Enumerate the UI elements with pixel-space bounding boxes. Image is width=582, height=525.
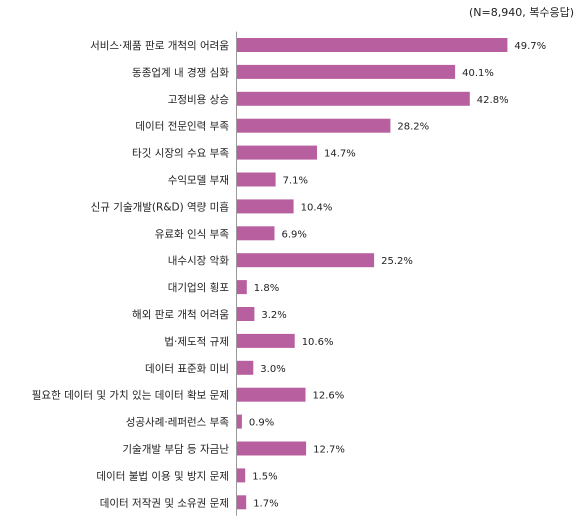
category-label-14: 성공사례·레퍼런스 부족 (126, 417, 230, 429)
category-label-11: 법·제도적 규제 (164, 336, 229, 348)
value-labels-group: 49.7% 40.1% 42.8% 28.2% 14.7% 7.1% 10.4% 6.9% 25… (249, 41, 546, 509)
value-label-13: 12.6% (313, 391, 345, 402)
bar-12 (237, 360, 254, 375)
value-label-1: 40.1% (462, 68, 494, 79)
bar-5 (237, 172, 276, 187)
value-label-5: 7.1% (283, 176, 308, 187)
value-label-15: 12.7% (313, 445, 345, 456)
category-label-7: 유료화 인식 부족 (155, 228, 230, 240)
bar-15 (237, 441, 307, 456)
category-label-8: 내수시장 악화 (168, 255, 230, 267)
bar-16 (237, 468, 246, 483)
bar-1 (237, 64, 456, 79)
bar-17 (237, 495, 247, 510)
category-label-10: 해외 판로 개척 어려움 (132, 308, 229, 321)
bar-4 (237, 145, 317, 160)
bar-9 (237, 280, 247, 295)
bar-6 (237, 199, 294, 214)
category-label-6: 신규 기술개발(R&D) 역량 미흡 (91, 200, 230, 213)
value-label-8: 25.2% (381, 256, 413, 267)
bar-8 (237, 253, 375, 268)
sample-note: (N=8,940, 복수응답) (469, 6, 574, 19)
category-label-2: 고정비용 상승 (168, 94, 230, 106)
category-label-5: 수익모델 부재 (168, 175, 229, 187)
bar-2 (237, 91, 470, 106)
value-label-12: 3.0% (260, 364, 285, 375)
value-label-7: 6.9% (282, 229, 307, 240)
bar-7 (237, 226, 275, 241)
value-label-6: 10.4% (301, 202, 333, 213)
category-label-4: 타깃 시장의 수요 부족 (132, 148, 229, 160)
value-label-14: 0.9% (249, 418, 274, 429)
value-label-3: 28.2% (397, 122, 429, 133)
category-label-16: 데이터 불법 이용 및 방지 문제 (96, 470, 229, 482)
category-label-3: 데이터 전문인력 부족 (135, 121, 229, 133)
value-label-16: 1.5% (252, 471, 277, 482)
bar-13 (237, 387, 306, 402)
value-label-0: 49.7% (514, 41, 546, 52)
value-label-2: 42.8% (477, 95, 509, 106)
value-label-9: 1.8% (254, 283, 279, 294)
category-label-12: 데이터 표준화 미비 (145, 363, 229, 375)
bar-10 (237, 307, 255, 321)
bar-11 (237, 333, 295, 348)
bar-0 (237, 38, 508, 52)
value-label-11: 10.6% (302, 337, 334, 348)
value-label-10: 3.2% (261, 310, 286, 321)
category-label-13: 필요한 데이터 및 가치 있는 데이터 확보 문제 (32, 389, 229, 402)
value-label-4: 14.7% (324, 149, 356, 160)
value-label-17: 1.7% (253, 498, 278, 509)
bars-group (237, 38, 508, 510)
bar-3 (237, 118, 391, 133)
bar-14 (237, 414, 242, 429)
category-label-9: 대기업의 횡포 (168, 281, 230, 294)
category-label-0: 서비스·제품 판로 개척의 어려움 (90, 40, 229, 52)
category-label-15: 기술개발 부담 등 자금난 (122, 444, 229, 456)
category-label-1: 동종업계 내 경쟁 심화 (132, 66, 229, 79)
category-label-17: 데이터 저작권 및 소유권 문제 (100, 497, 229, 509)
